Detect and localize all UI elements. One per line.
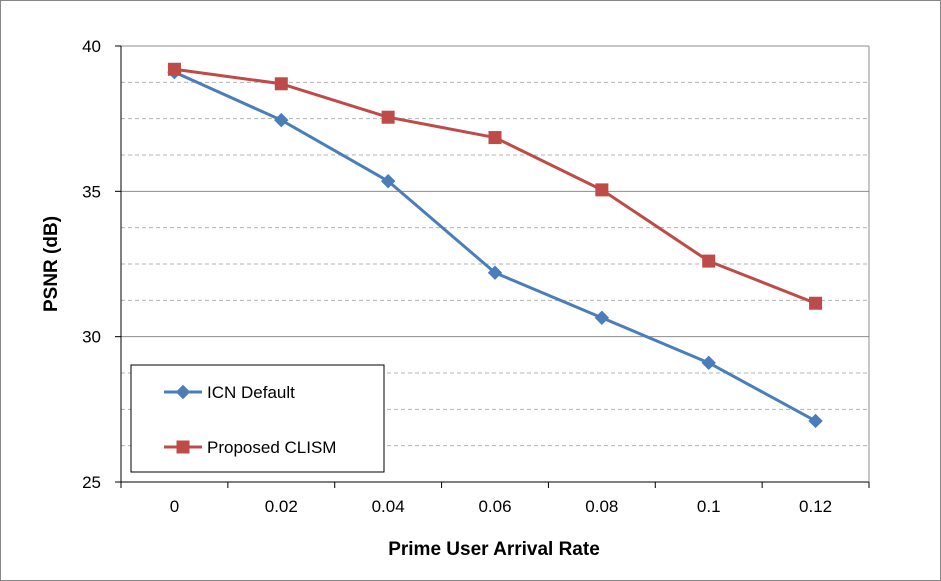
data-point [274, 77, 288, 91]
data-point [702, 254, 716, 268]
y-axis-title: PSNR (dB) [41, 216, 62, 312]
data-point [594, 310, 610, 325]
y-tick-label: 25 [82, 473, 101, 492]
data-point [595, 183, 609, 197]
data-point [701, 355, 716, 371]
tick-labels: 0 0.02 0.04 0.06 0.08 0.1 0.12 25 30 35 40 [82, 37, 832, 516]
data-point [274, 112, 289, 128]
data-point [809, 296, 823, 310]
x-tick-label: 0.08 [585, 497, 618, 516]
legend: ICN Default Proposed CLISM [130, 364, 385, 473]
series-lines [167, 62, 823, 429]
data-point [380, 173, 396, 189]
data-point [487, 265, 503, 280]
y-tick-label: 30 [82, 328, 101, 347]
legend-entry: Proposed CLISM [164, 438, 336, 457]
data-point [381, 110, 395, 124]
series-2 [167, 62, 823, 310]
legend-label: ICN Default [207, 383, 295, 402]
legend-marker [176, 440, 190, 454]
x-tick-label: 0 [170, 497, 179, 516]
x-tick-label: 0.1 [697, 497, 721, 516]
legend-entry: ICN Default [164, 383, 295, 402]
x-tick-label: 0.12 [799, 497, 832, 516]
axes [115, 45, 870, 488]
y-tick-label: 35 [82, 182, 101, 201]
x-axis-title: Prime User Arrival Rate [388, 539, 600, 560]
data-point [488, 131, 502, 145]
y-tick-label: 40 [82, 37, 101, 56]
legend-box [130, 364, 385, 473]
legend-label: Proposed CLISM [207, 438, 336, 457]
data-point [808, 413, 823, 429]
legend-marker [175, 384, 191, 400]
x-tick-label: 0.04 [372, 497, 405, 516]
grid-lines [121, 45, 869, 447]
x-tick-label: 0.06 [478, 497, 511, 516]
x-tick-label: 0.02 [265, 497, 298, 516]
data-point [167, 62, 181, 76]
